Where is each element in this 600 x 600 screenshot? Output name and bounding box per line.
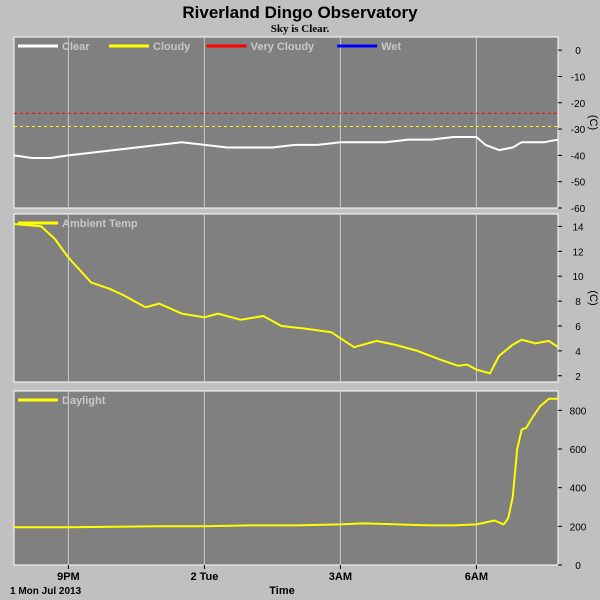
y-tick-label: 800 — [570, 406, 587, 417]
marks-layer — [13, 112, 559, 529]
legend-label: Ambient Temp — [62, 218, 138, 230]
x-tick-label: 3AM — [329, 571, 352, 583]
chart-subtitle: Sky is Clear. — [271, 23, 330, 35]
labels-layer: 0 -10 -20 -30 -40 -50 -60 (C) Clear Cloudy Very Cl… — [18, 41, 599, 583]
y-tick-label: 6 — [575, 322, 581, 333]
y-tick-label: 0 — [575, 561, 581, 572]
y-tick-label: 600 — [570, 445, 587, 456]
sky-panel — [13, 36, 559, 209]
y-tick-label: 400 — [570, 484, 587, 495]
x-tick-label: 9PM — [57, 571, 80, 583]
y-tick-label: 4 — [575, 347, 581, 358]
legend-label: Cloudy — [153, 41, 191, 53]
y-tick-label: -50 — [571, 178, 586, 189]
y-tick-label: 200 — [570, 522, 587, 533]
x-tick-label: 2 Tue — [190, 571, 218, 583]
legend-label: Daylight — [62, 395, 106, 407]
y-tick-label: 0 — [575, 46, 581, 57]
series-line-ambient-temp — [13, 223, 559, 375]
series-line-daylight — [14, 397, 558, 529]
y-axis-label: (C) — [587, 115, 599, 130]
y-tick-label: 14 — [572, 222, 584, 233]
legend-label: Wet — [381, 41, 401, 53]
chart-title: Riverland Dingo Observatory — [182, 3, 418, 22]
y-tick-label: -10 — [571, 72, 586, 83]
x-axis-date-label: 1 Mon Jul 2013 — [10, 586, 82, 597]
daylight-panel — [13, 390, 559, 566]
y-tick-label: -30 — [571, 125, 586, 136]
legend-label: Clear — [62, 41, 90, 53]
ambient-panel — [13, 213, 559, 383]
y-tick-label: -20 — [571, 99, 586, 110]
y-tick-label: -60 — [571, 204, 586, 215]
x-axis-label: Time — [269, 585, 294, 597]
legend-label: Very Cloudy — [251, 41, 315, 53]
grid-layer — [67, 37, 477, 565]
y-tick-label: 12 — [572, 247, 584, 258]
y-tick-label: 10 — [572, 272, 584, 283]
series-line-clear — [13, 136, 559, 159]
y-tick-label: 8 — [575, 297, 581, 308]
y-axis-label: (C) — [587, 290, 599, 305]
y-tick-label: -40 — [571, 151, 586, 162]
x-tick-label: 6AM — [465, 571, 488, 583]
y-tick-label: 2 — [575, 372, 581, 383]
